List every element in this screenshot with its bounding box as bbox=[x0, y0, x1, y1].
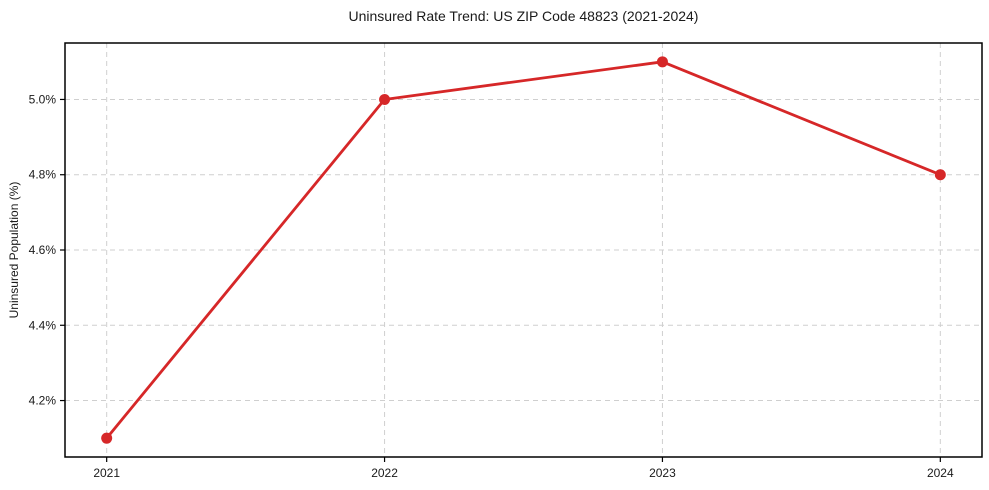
x-tick-label: 2024 bbox=[927, 466, 954, 480]
data-point-marker bbox=[379, 93, 391, 105]
x-tick-label: 2023 bbox=[649, 466, 676, 480]
y-tick-label: 4.2% bbox=[29, 394, 57, 408]
x-tick-label: 2021 bbox=[93, 466, 120, 480]
y-tick-label: 4.8% bbox=[29, 168, 57, 182]
data-line bbox=[105, 60, 942, 440]
data-point-marker bbox=[934, 169, 946, 181]
x-tick-label: 2022 bbox=[371, 466, 398, 480]
y-tick-label: 4.4% bbox=[29, 318, 57, 332]
y-tick-label: 4.6% bbox=[29, 243, 57, 257]
data-point-marker bbox=[656, 56, 668, 68]
y-tick-label: 5.0% bbox=[29, 92, 57, 106]
data-point-marker bbox=[101, 432, 113, 444]
chart-title: Uninsured Rate Trend: US ZIP Code 48823 … bbox=[348, 8, 699, 24]
